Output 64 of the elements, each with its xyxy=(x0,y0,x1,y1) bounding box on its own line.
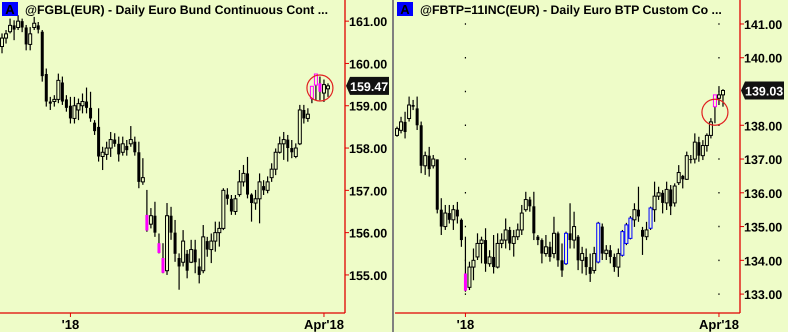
candlestick xyxy=(89,91,92,122)
candlestick xyxy=(504,218,508,250)
candlestick xyxy=(322,78,326,103)
y-tick-label: 140.00 xyxy=(744,52,782,66)
y-tick-label: 161.00 xyxy=(349,15,388,30)
candlestick xyxy=(451,204,456,231)
annotation: A xyxy=(5,2,16,17)
y-tick-label: 134.00 xyxy=(744,254,782,268)
x-tick-label: '18 xyxy=(62,317,80,332)
candlestick xyxy=(282,131,286,160)
x-tick-label: Apr'18 xyxy=(304,317,344,332)
candlestick xyxy=(416,96,419,131)
chart-title: @FGBL(EUR) - Daily Euro Bund Continuous Cont ... xyxy=(25,3,328,17)
x-tick-label: '18 xyxy=(456,317,474,332)
y-tick-label: 135.00 xyxy=(744,220,782,235)
y-tick-label: 160.00 xyxy=(349,57,388,72)
candlestick xyxy=(306,108,310,122)
candlestick xyxy=(250,192,254,222)
candlestick xyxy=(117,136,120,162)
candlestick xyxy=(60,76,64,106)
candlestick xyxy=(664,181,669,211)
candlestick xyxy=(560,242,564,278)
candlestick xyxy=(72,96,76,124)
candlestick xyxy=(153,201,156,238)
candlestick xyxy=(76,98,80,121)
candlestick xyxy=(237,169,242,198)
candlestick xyxy=(536,234,540,246)
candlestick xyxy=(0,32,4,54)
candlestick xyxy=(716,86,721,106)
letter-badge: A xyxy=(397,2,413,17)
chart-title: @FBTP=11INC(EUR) - Daily Euro BTP Custom Co ... xyxy=(420,3,722,17)
candlestick xyxy=(314,73,318,101)
candlestick xyxy=(157,232,160,254)
candlestick xyxy=(496,232,500,270)
candlestick xyxy=(310,86,314,104)
y-tick-label: 159.00 xyxy=(349,100,388,114)
candlestick xyxy=(56,72,60,104)
y-tick-label: 157.00 xyxy=(349,184,388,198)
candlestick xyxy=(456,201,459,224)
candlestick xyxy=(636,186,640,222)
y-tick-label: 141.00 xyxy=(744,18,782,32)
candlestick xyxy=(28,26,32,51)
candlestick xyxy=(588,252,592,283)
candlestick xyxy=(108,131,113,158)
y-tick-label: 155.00 xyxy=(349,268,388,283)
y-tick-label: 156.00 xyxy=(349,226,388,241)
x-tick-label: Apr'18 xyxy=(698,317,739,332)
y-tick-label: 137.00 xyxy=(744,153,782,168)
letter-badge: A xyxy=(2,2,18,17)
y-tick-label: 133.00 xyxy=(744,288,782,302)
candlestick xyxy=(326,82,330,98)
candlestick xyxy=(720,88,725,108)
candlestick xyxy=(24,24,28,51)
y-tick-label: 136.00 xyxy=(744,186,782,201)
candlestick xyxy=(258,172,262,224)
candlestick xyxy=(692,132,697,164)
candlestick xyxy=(174,219,177,262)
y-tick-label: 138.00 xyxy=(744,119,782,134)
y-tick-label: 158.00 xyxy=(349,142,388,156)
candlestick xyxy=(568,202,572,250)
annotation: A xyxy=(400,2,410,17)
candlestick xyxy=(233,194,238,216)
candlestick xyxy=(676,164,681,186)
candlestick xyxy=(460,218,463,248)
